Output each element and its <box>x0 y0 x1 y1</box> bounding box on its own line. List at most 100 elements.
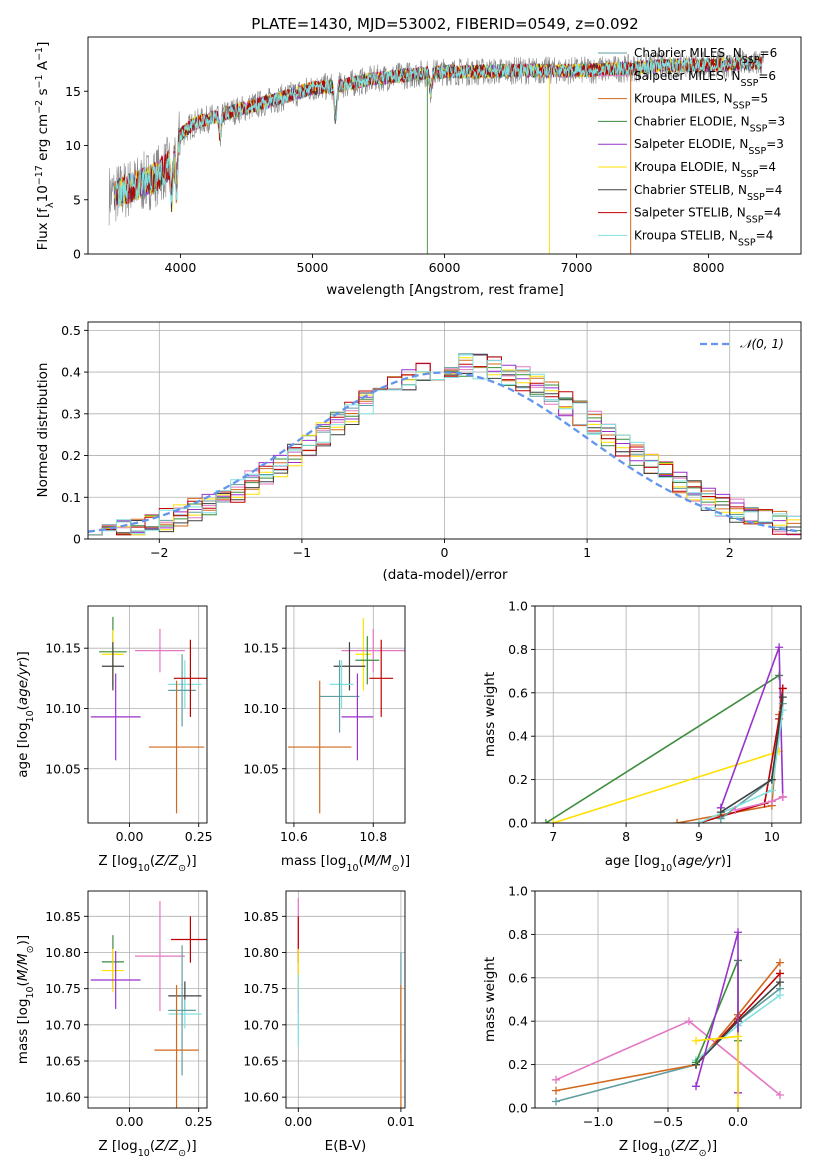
y-tick-label: 0.2 <box>61 448 81 463</box>
series-marker <box>776 991 784 1000</box>
y-tick-label: 0.1 <box>61 490 81 505</box>
y-tick-label: 1.0 <box>508 599 528 614</box>
y-axis-label: mass [log10(M/M⊙)] <box>15 935 36 1064</box>
axes-frame <box>87 890 208 1109</box>
y-tick-label: 0.4 <box>508 729 528 744</box>
axes-frame <box>285 605 406 824</box>
legend-label: Salpeter ELODIE, NSSP=3 <box>634 137 784 157</box>
y-tick-label: 10.60 <box>243 1090 279 1105</box>
x-tick-label: −1.0 <box>583 1114 613 1129</box>
x-tick-label: 9 <box>695 829 703 844</box>
grid <box>88 891 207 1108</box>
errorbar-chabrier_stelib <box>101 642 124 691</box>
x-tick-label: 1 <box>583 545 591 560</box>
series-marker <box>692 1082 700 1091</box>
series-marker <box>552 1097 560 1106</box>
series-marker <box>552 1075 560 1084</box>
errorbar-chabrier_miles <box>168 654 196 727</box>
series-marker <box>552 1086 560 1095</box>
x-tick-label: 7 <box>549 829 557 844</box>
y-tick-label: 0.0 <box>508 1101 528 1116</box>
series-line <box>552 750 780 823</box>
series-marker <box>778 693 787 702</box>
legend-label: Kroupa MILES, NSSP=5 <box>634 92 768 112</box>
errorbar-kroupa_miles <box>287 680 352 814</box>
series-salpeter_miles <box>552 1017 784 1099</box>
series-marker <box>692 1058 700 1067</box>
errorbar-salpeter_elodie <box>90 951 141 1009</box>
series-line <box>545 674 780 823</box>
panel-age_vs_Z: 0.00 0.25 10.05 10.10 10.15 Z [log10(Z/Z⊙)] ag… <box>15 605 213 874</box>
series-marker <box>734 1032 742 1041</box>
legend-label: Chabrier STELIB, NSSP=4 <box>634 183 782 203</box>
errorbar-chabrier_stelib <box>333 642 366 691</box>
panel-weight_vs_age: 7 8 9 10 0.0 0.2 0.4 0.6 0.8 1.0 age [log10(age/yr… <box>482 599 802 874</box>
x-axis-label: Z [log10(Z/Z⊙)] <box>98 853 196 874</box>
errorbar-chabrier_elodie <box>355 636 380 685</box>
panel-spectrum: 4000 5000 6000 7000 8000 0 5 10 15 wavelength [An… <box>34 36 802 298</box>
series-marker <box>767 797 776 806</box>
errorbar-salpeter_elodie <box>341 673 374 761</box>
x-tick-label: 8 <box>622 829 630 844</box>
y-tick-label: 1.0 <box>508 884 528 899</box>
x-tick-label: 0.00 <box>116 829 144 844</box>
plot-area <box>286 891 405 1108</box>
series-marker <box>776 978 784 987</box>
legend: Chabrier MILES, NSSP=6 Salpeter MILES, NS… <box>598 46 785 248</box>
x-tick-label: −0.5 <box>653 1114 683 1129</box>
series-marker <box>716 808 725 817</box>
errorbar-salpeter_miles <box>135 628 185 673</box>
errorbar-salpeter_miles <box>341 628 405 673</box>
y-axis-label: mass weight <box>482 672 498 757</box>
x-tick-label: 0.00 <box>284 1114 312 1129</box>
x-axis-label: mass [log10(M/M⊙)] <box>281 853 410 874</box>
x-tick-label: 4000 <box>165 260 197 275</box>
legend-label: Salpeter MILES, NSSP=6 <box>634 69 776 89</box>
errorbar-kroupa_miles <box>148 680 205 814</box>
series-marker <box>541 819 550 823</box>
y-tick-label: 0.4 <box>508 1014 528 1029</box>
normal-curve <box>87 371 802 533</box>
y-tick-label: 0 <box>73 247 81 262</box>
series-marker <box>731 805 740 814</box>
legend-label: Salpeter STELIB, NSSP=4 <box>634 206 781 226</box>
histogram-chabrier_stelib <box>88 353 801 536</box>
x-tick-label: 0 <box>441 545 449 560</box>
errorbar-chabrier_miles <box>168 945 196 1076</box>
y-tick-label: 10.70 <box>243 1017 279 1032</box>
y-tick-label: 0.8 <box>508 642 528 657</box>
panel-residuals: −2 −1 0 1 2 0 0.1 0.2 0.3 0.4 0.5 (data-model)/erro… <box>35 321 802 583</box>
errorbar-salpeter_elodie <box>90 673 141 761</box>
panel-mass_vs_EBV: 0.00 0.01 10.60 10.65 10.70 10.75 10.80 10.85 E(… <box>243 890 415 1154</box>
errorbar-kroupa_elodie <box>355 618 372 691</box>
x-tick-label: −2 <box>150 545 168 560</box>
y-tick-label: 10.70 <box>45 1017 81 1032</box>
y-axis-label: mass weight <box>482 957 498 1042</box>
histogram-kroupa_stelib <box>88 354 801 536</box>
grid <box>286 606 405 823</box>
legend-label: Chabrier ELODIE, NSSP=3 <box>634 114 785 133</box>
y-tick-label: 0.0 <box>508 816 528 831</box>
y-tick-label: 10.85 <box>243 909 279 924</box>
x-tick-label: 0.00 <box>116 1114 144 1129</box>
y-axis-label: Flux [fλ10−17 erg cm−2 s−1 A−1] <box>34 42 56 251</box>
errorbar-salpeter_stelib <box>369 639 394 717</box>
y-tick-label: 10.15 <box>243 641 279 656</box>
series-marker <box>776 1090 784 1099</box>
errorbar-salpeter_stelib <box>173 639 207 717</box>
series-line <box>555 962 781 1092</box>
y-tick-label: 10.05 <box>243 761 279 776</box>
x-axis-label: Z [log10(Z/Z⊙)] <box>619 1138 717 1159</box>
y-tick-label: 0.3 <box>61 406 81 421</box>
plot-area <box>88 606 207 823</box>
series-marker <box>776 969 784 978</box>
plot-area <box>286 606 405 823</box>
y-tick-label: 10.15 <box>45 641 81 656</box>
y-tick-label: 0.5 <box>61 323 81 338</box>
y-tick-label: 10 <box>65 138 81 153</box>
errorbar-kroupa_miles <box>154 985 199 1108</box>
legend-label: Chabrier MILES, NSSP=6 <box>634 46 777 66</box>
x-tick-label: 6000 <box>429 260 461 275</box>
legend-label: Kroupa STELIB, NSSP=4 <box>634 228 773 248</box>
series-marker <box>694 819 703 823</box>
